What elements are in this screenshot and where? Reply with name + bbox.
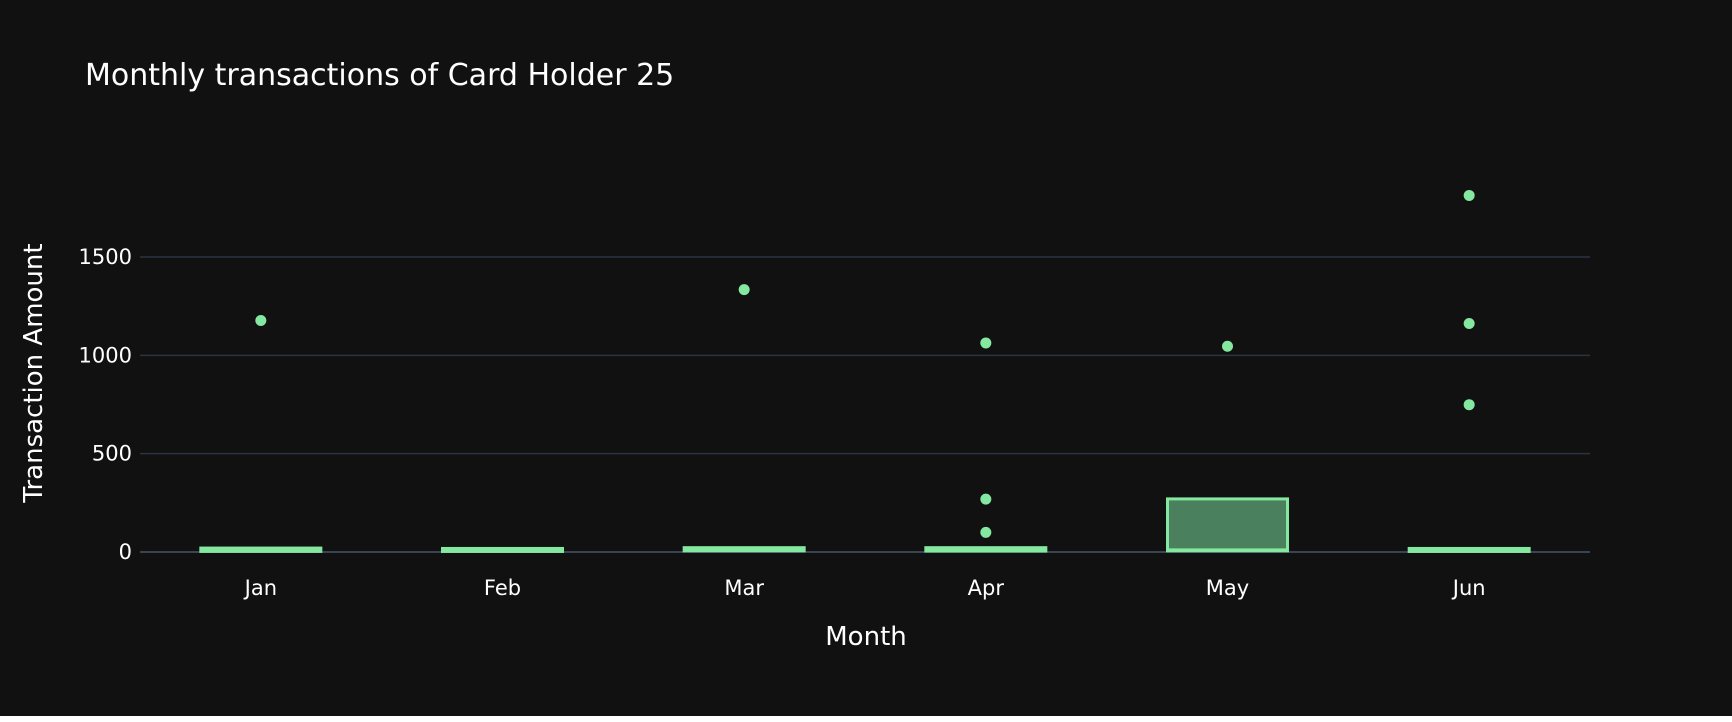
y-tick-labels: 0 500 1000 1500	[79, 245, 132, 564]
box-may	[1166, 497, 1289, 553]
x-tick-label: Jan	[243, 576, 277, 600]
outlier-point	[255, 315, 267, 327]
x-axis-title: Month	[825, 622, 907, 652]
box-jan	[199, 546, 323, 553]
x-tick-labels: Jan Feb Mar Apr May Jun	[243, 576, 1486, 600]
outlier-point	[1463, 399, 1475, 411]
x-tick-label: Mar	[724, 576, 764, 600]
outlier-point	[1463, 317, 1475, 329]
y-tick-label: 0	[119, 540, 132, 564]
y-tick-label: 1000	[79, 343, 132, 367]
outlier-point	[738, 284, 750, 296]
outlier-point	[1222, 340, 1233, 352]
x-tick-label: May	[1206, 576, 1249, 600]
x-tick-label: Feb	[484, 576, 521, 600]
box-feb	[441, 546, 564, 553]
y-tick-label: 500	[92, 442, 132, 466]
outlier-points	[255, 189, 1475, 538]
box-apr	[924, 546, 1048, 553]
outlier-point	[1463, 189, 1475, 201]
box-body	[1166, 497, 1289, 553]
y-tick-label: 1500	[79, 245, 132, 269]
box-jun	[1407, 546, 1531, 553]
outlier-point	[980, 337, 992, 349]
gridlines	[140, 256, 1590, 553]
x-tick-label: Jun	[1451, 576, 1486, 600]
outlier-point	[980, 493, 992, 505]
boxes	[199, 497, 1531, 553]
x-tick-label: Apr	[968, 576, 1005, 600]
box-mar	[682, 546, 806, 553]
y-axis-title: Transaction Amount	[19, 243, 49, 503]
outlier-point	[980, 526, 992, 538]
chart-title: Monthly transactions of Card Holder 25	[85, 58, 674, 93]
